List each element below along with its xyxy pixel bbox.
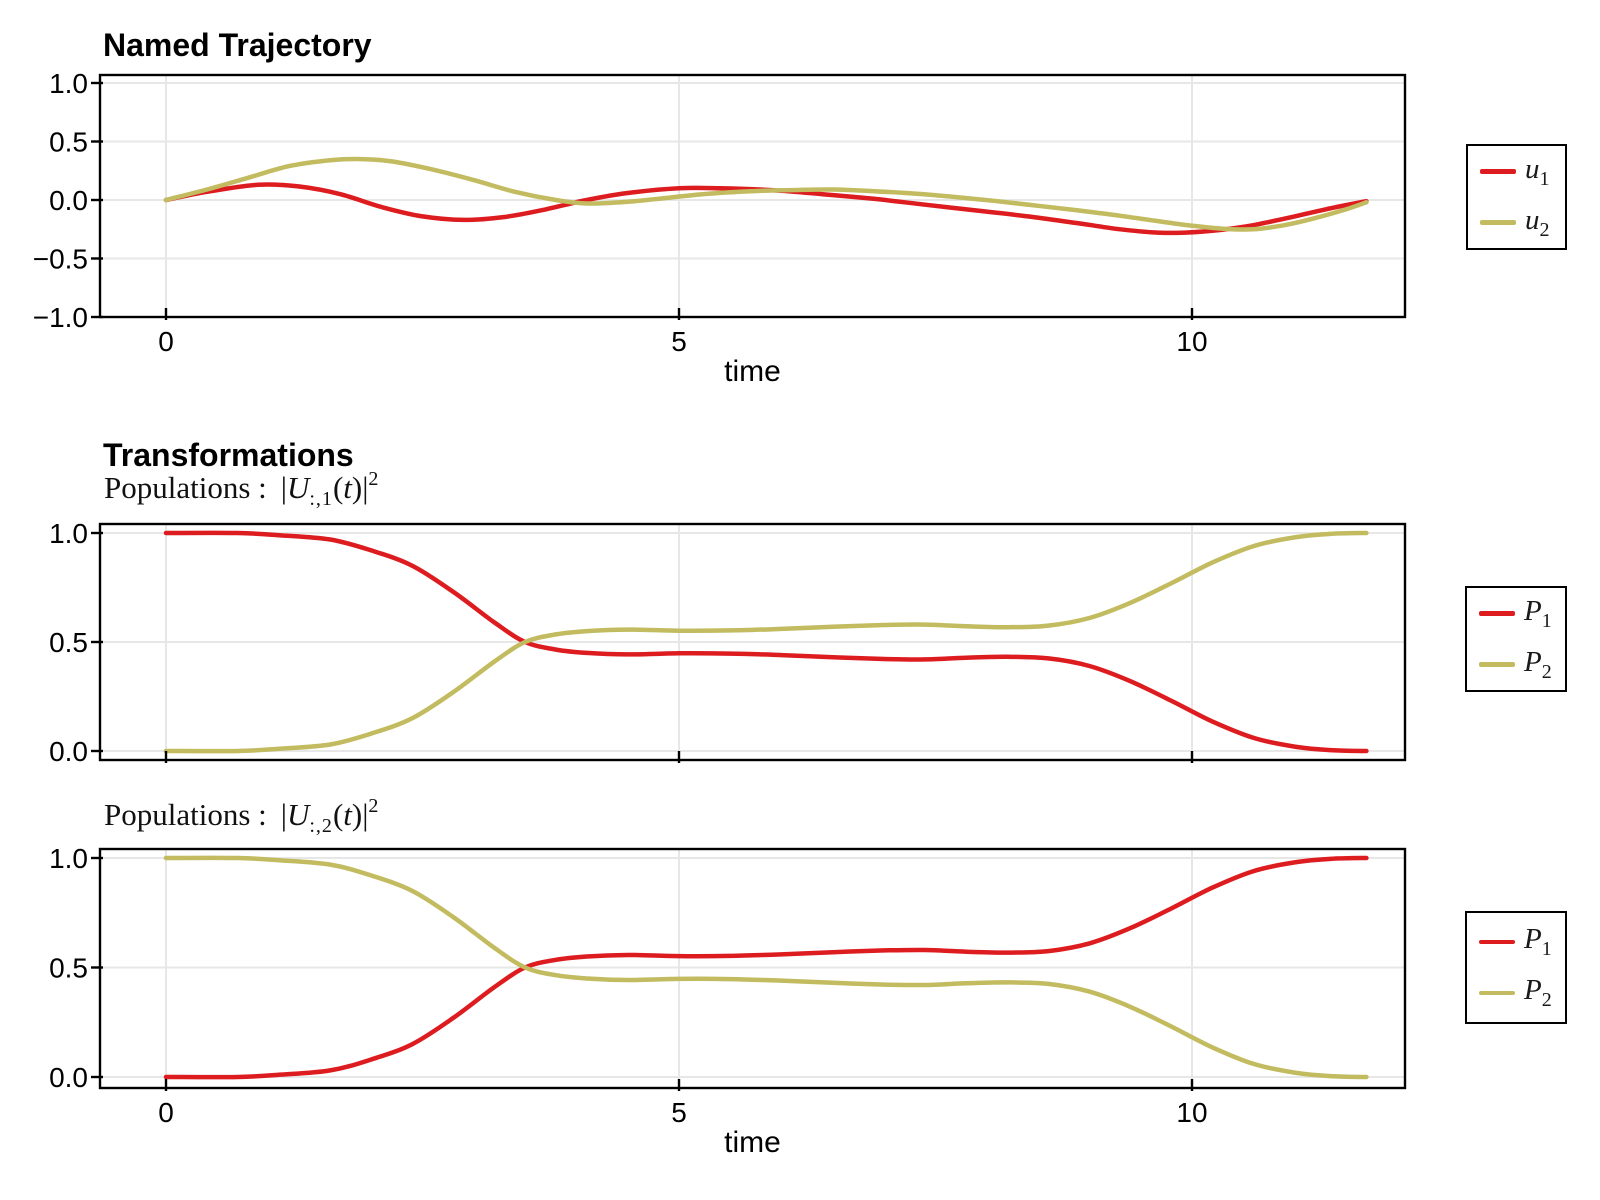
series1-line-swatch	[1479, 611, 1515, 616]
figure3-legend: P1 P2	[1465, 911, 1567, 1024]
svg-text:−1.0: −1.0	[33, 302, 88, 333]
figure1-xaxis-label: time	[724, 355, 781, 388]
legend-label: P1	[1524, 923, 1552, 960]
legend-label: P1	[1524, 594, 1552, 632]
legend-item: u1	[1480, 152, 1565, 190]
svg-text:5: 5	[671, 1097, 687, 1128]
svg-text:0: 0	[158, 1097, 174, 1128]
figure2-subtitle: Populations : |U:,1(t)|2	[104, 468, 379, 510]
series1-line-swatch	[1479, 939, 1515, 945]
svg-text:0.0: 0.0	[49, 1062, 88, 1093]
figure2-legend: P1 P2	[1465, 586, 1567, 692]
svg-text:0.5: 0.5	[49, 953, 88, 984]
svg-text:1.0: 1.0	[49, 843, 88, 874]
svg-text:1.0: 1.0	[49, 518, 88, 549]
series1-line-swatch	[1480, 169, 1516, 174]
legend-item: P2	[1479, 645, 1565, 683]
subtitle-prefix: Populations :	[104, 797, 267, 832]
svg-text:1.0: 1.0	[49, 68, 88, 99]
subtitle-prefix: Populations :	[104, 470, 267, 505]
series2-line-swatch	[1480, 220, 1516, 225]
legend-label: u2	[1525, 203, 1550, 241]
svg-text:5: 5	[671, 326, 687, 357]
figure1-legend: u1 u2	[1466, 144, 1567, 250]
svg-text:0.0: 0.0	[49, 736, 88, 767]
svg-text:10: 10	[1176, 326, 1207, 357]
svg-text:10: 10	[1176, 1097, 1207, 1128]
figure2-suptitle: Transformations	[103, 437, 354, 473]
svg-text:0.0: 0.0	[49, 185, 88, 216]
svg-text:0.5: 0.5	[49, 627, 88, 658]
svg-text:−0.5: −0.5	[33, 244, 88, 275]
series2-line-swatch	[1479, 662, 1515, 667]
svg-text:0.5: 0.5	[49, 127, 88, 158]
figure3-subtitle: Populations : |U:,2(t)|2	[104, 795, 379, 837]
legend-item: P1	[1479, 925, 1565, 959]
figure3-xaxis-label: time	[724, 1126, 781, 1159]
figure1-title: Named Trajectory	[103, 27, 372, 63]
legend-item: P2	[1479, 976, 1565, 1010]
legend-label: P2	[1524, 974, 1552, 1011]
legend-item: P1	[1479, 594, 1565, 632]
legend-item: u2	[1480, 203, 1565, 241]
legend-label: u1	[1525, 152, 1550, 190]
series2-line-swatch	[1479, 990, 1515, 996]
svg-text:0: 0	[158, 326, 174, 357]
legend-label: P2	[1524, 645, 1552, 683]
